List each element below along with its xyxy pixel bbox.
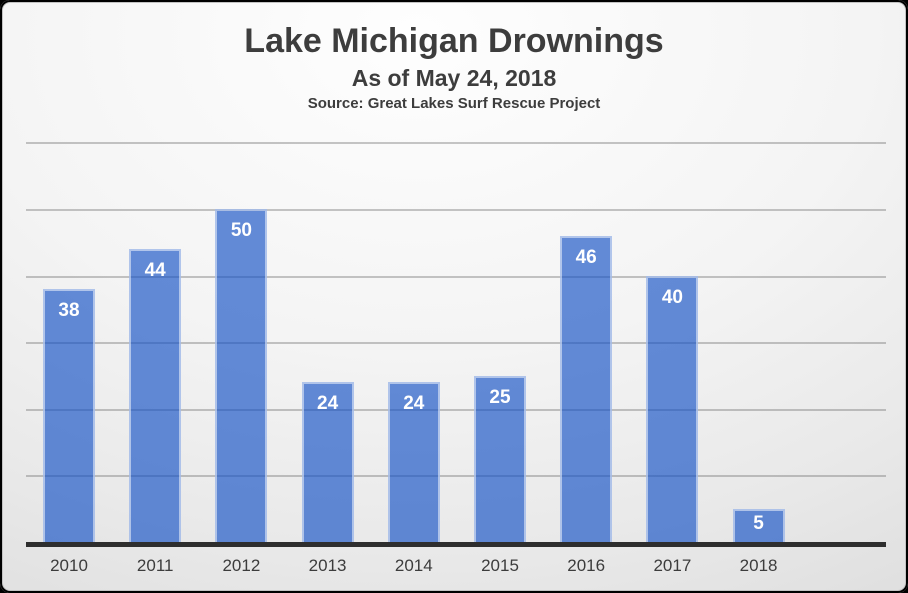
x-axis-label-2014: 2014 bbox=[394, 556, 433, 575]
x-axis-label-2016: 2016 bbox=[567, 556, 606, 575]
x-axis-label-2013: 2013 bbox=[308, 556, 347, 575]
bar-value-label-2011: 44 bbox=[144, 259, 166, 281]
gridline-10 bbox=[26, 475, 886, 478]
gridline-60 bbox=[26, 142, 886, 145]
x-axis-label-2017: 2017 bbox=[653, 556, 692, 575]
x-axis-label-2012: 2012 bbox=[222, 556, 261, 575]
chart-source: Source: Great Lakes Surf Rescue Project bbox=[307, 95, 601, 112]
x-axis-label-2015: 2015 bbox=[481, 556, 519, 575]
bar-value-label-2016: 46 bbox=[575, 246, 597, 268]
x-axis-label-2011: 2011 bbox=[136, 556, 174, 575]
bar-value-label-2013: 24 bbox=[317, 393, 339, 415]
bar-2013 bbox=[301, 382, 354, 542]
bar-2016 bbox=[560, 235, 613, 542]
bar-2015 bbox=[474, 375, 526, 542]
bar-value-label-2010: 38 bbox=[58, 299, 80, 321]
gridline-40 bbox=[26, 275, 886, 278]
bar-2018 bbox=[732, 508, 785, 542]
bar-value-label-2015: 25 bbox=[489, 386, 511, 408]
bar-2010 bbox=[43, 288, 95, 542]
bar-2012 bbox=[215, 209, 268, 542]
gridline-20 bbox=[26, 408, 886, 411]
gridline-50 bbox=[26, 209, 886, 211]
x-axis-line bbox=[26, 542, 886, 547]
chart-title: Lake Michigan Drownings bbox=[244, 22, 664, 60]
x-axis-label-2010: 2010 bbox=[50, 556, 88, 575]
bar-value-label-2017: 40 bbox=[661, 286, 683, 308]
bar-2014 bbox=[387, 382, 440, 542]
gridline-30 bbox=[26, 342, 886, 345]
bar-value-label-2018: 5 bbox=[753, 513, 764, 535]
chart-header: Lake Michigan Drownings As of May 24, 20… bbox=[0, 22, 908, 113]
chart-subtitle: As of May 24, 2018 bbox=[351, 65, 557, 91]
bar-value-label-2014: 24 bbox=[403, 393, 425, 415]
bar-2017 bbox=[646, 275, 699, 542]
bar-value-label-2012: 50 bbox=[230, 220, 252, 241]
bar-2011 bbox=[129, 248, 182, 542]
x-axis-label-2018: 2018 bbox=[739, 556, 778, 575]
